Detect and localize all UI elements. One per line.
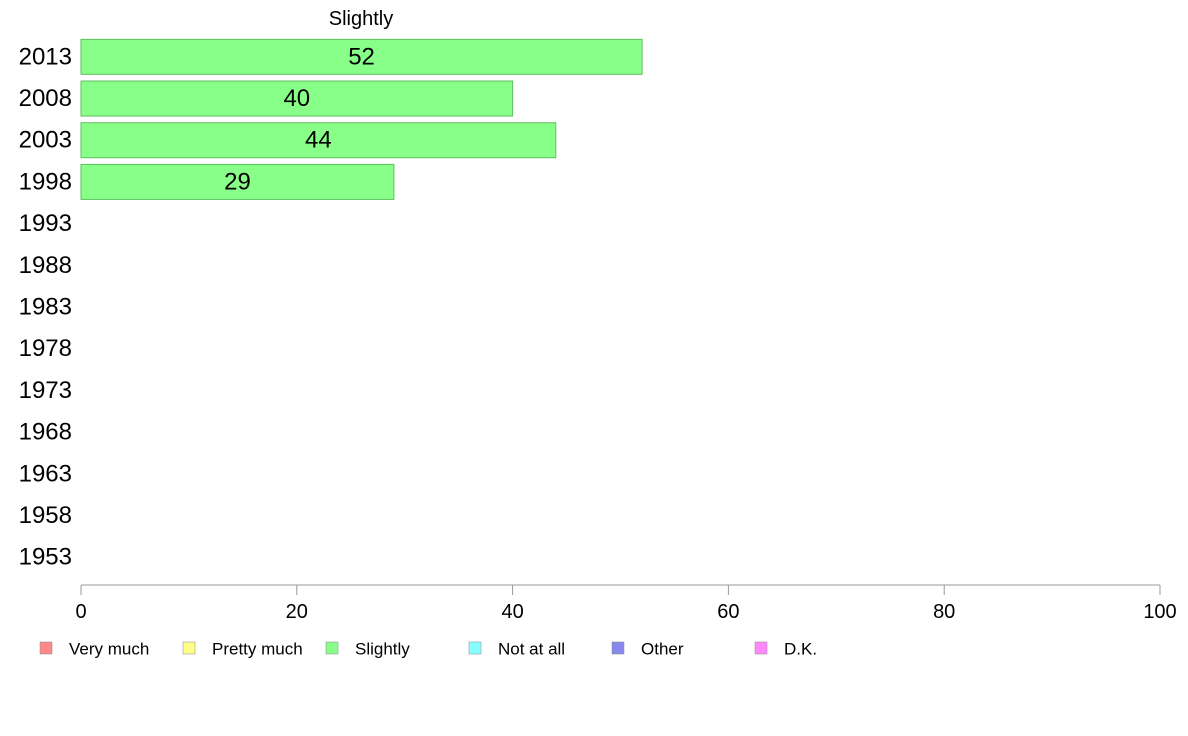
bars: 52 40 44 29 [80, 38, 643, 200]
legend-label-3: Not at all [498, 640, 565, 659]
legend-swatch-2 [325, 641, 339, 655]
y-tick-label-1958: 1958 [19, 502, 72, 529]
y-tick-label-1988: 1988 [19, 252, 72, 279]
legend-label-2: Slightly [355, 640, 410, 659]
y-tick-label-1998: 1998 [19, 168, 72, 195]
x-tick-label-0: 0 [75, 601, 86, 623]
legend-label-4: Other [641, 640, 684, 659]
x-tick-label-60: 60 [717, 601, 739, 623]
bar-2003 [80, 122, 557, 159]
x-axis: 0 20 40 60 80 100 [75, 584, 1177, 623]
bar-value-label-2013: 52 [348, 43, 375, 70]
bar-2008 [80, 80, 514, 117]
y-tick-label-2008: 2008 [19, 85, 72, 112]
bar-value-label-2008: 40 [283, 85, 310, 112]
bar-value-label-2003: 44 [305, 127, 332, 154]
chart-title: Slightly [329, 8, 393, 30]
legend: Very much Pretty much Slightly Not at all Ot… [39, 640, 817, 659]
y-tick-label-2003: 2003 [19, 127, 72, 154]
x-tick-label-80: 80 [933, 601, 955, 623]
bar-2013 [80, 38, 643, 75]
legend-label-0: Very much [69, 640, 149, 659]
y-tick-label-1983: 1983 [19, 294, 72, 321]
y-tick-label-1963: 1963 [19, 460, 72, 487]
x-tick-label-40: 40 [501, 601, 523, 623]
bar-1998 [80, 163, 395, 200]
y-tick-label-1978: 1978 [19, 335, 72, 362]
legend-swatch-4 [611, 641, 625, 655]
x-tick-label-100: 100 [1143, 601, 1176, 623]
y-tick-label-1973: 1973 [19, 377, 72, 404]
legend-label-1: Pretty much [212, 640, 303, 659]
bar-value-label-1998: 29 [224, 168, 251, 195]
y-tick-label-2013: 2013 [19, 43, 72, 70]
y-tick-label-1953: 1953 [19, 544, 72, 571]
y-axis-labels: 2013 2008 2003 1998 1993 1988 1983 1978 1973 1968… [19, 43, 72, 570]
y-tick-label-1968: 1968 [19, 419, 72, 446]
legend-swatch-0 [39, 641, 53, 655]
legend-label-5: D.K. [784, 640, 817, 659]
y-tick-label-1993: 1993 [19, 210, 72, 237]
x-tick-label-20: 20 [286, 601, 308, 623]
legend-swatch-1 [182, 641, 196, 655]
legend-swatch-3 [468, 641, 482, 655]
legend-swatch-5 [754, 641, 768, 655]
